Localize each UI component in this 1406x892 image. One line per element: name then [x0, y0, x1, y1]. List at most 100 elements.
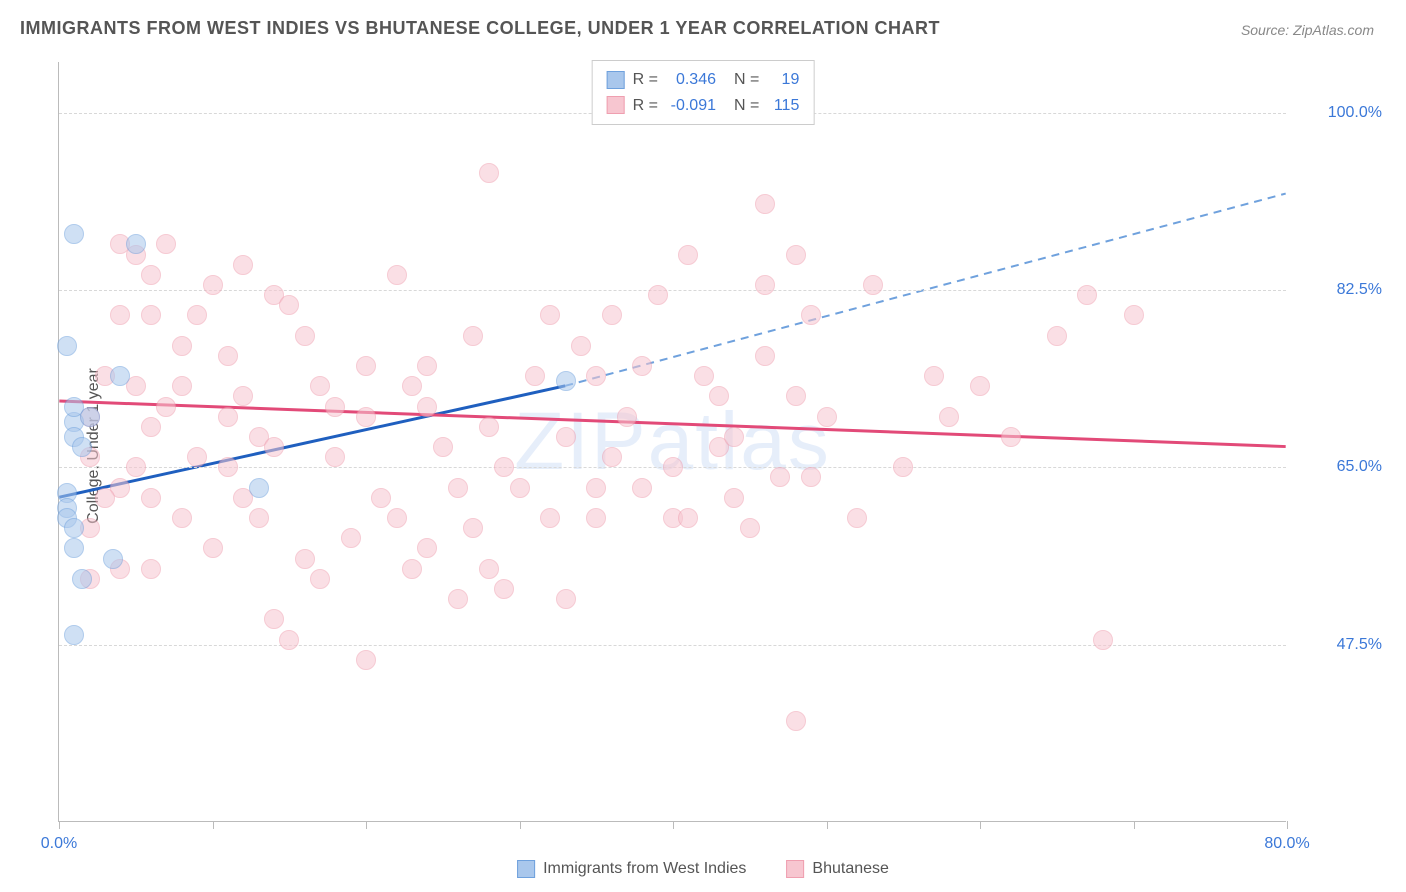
y-tick-label: 82.5% [1337, 281, 1382, 299]
scatter-point [356, 356, 376, 376]
scatter-point [801, 305, 821, 325]
scatter-point [463, 518, 483, 538]
scatter-point [402, 559, 422, 579]
stat-label-n: N = [734, 67, 759, 93]
legend-swatch [607, 96, 625, 114]
scatter-point [156, 234, 176, 254]
scatter-point [617, 407, 637, 427]
scatter-point [556, 371, 576, 391]
x-tick [366, 821, 367, 829]
y-tick-label: 100.0% [1328, 104, 1382, 122]
y-tick-label: 65.0% [1337, 458, 1382, 476]
x-tick [673, 821, 674, 829]
scatter-point [279, 295, 299, 315]
legend-swatch [786, 860, 804, 878]
scatter-point [187, 447, 207, 467]
scatter-point [356, 650, 376, 670]
scatter-point [218, 407, 238, 427]
scatter-point [556, 427, 576, 447]
scatter-point [494, 457, 514, 477]
scatter-point [479, 163, 499, 183]
trend-line-solid [59, 386, 565, 497]
scatter-point [295, 326, 315, 346]
scatter-point [801, 467, 821, 487]
scatter-point [448, 478, 468, 498]
scatter-point [110, 305, 130, 325]
scatter-point [1001, 427, 1021, 447]
scatter-point [556, 589, 576, 609]
scatter-point [893, 457, 913, 477]
scatter-point [72, 437, 92, 457]
scatter-point [249, 478, 269, 498]
scatter-point [417, 397, 437, 417]
stat-label-n: N = [734, 93, 759, 119]
scatter-point [172, 336, 192, 356]
scatter-point [602, 305, 622, 325]
stat-label-r: R = [633, 67, 658, 93]
scatter-point [924, 366, 944, 386]
scatter-point [218, 346, 238, 366]
scatter-point [310, 569, 330, 589]
scatter-point [463, 326, 483, 346]
scatter-point [341, 528, 361, 548]
scatter-point [141, 488, 161, 508]
x-tick [59, 821, 60, 829]
y-tick-label: 47.5% [1337, 636, 1382, 654]
scatter-point [64, 397, 84, 417]
scatter-point [648, 285, 668, 305]
scatter-point [786, 386, 806, 406]
scatter-point [72, 569, 92, 589]
scatter-point [755, 194, 775, 214]
scatter-point [494, 579, 514, 599]
scatter-point [847, 508, 867, 528]
scatter-point [724, 427, 744, 447]
stat-value-r: -0.091 [666, 93, 716, 119]
legend-swatch [517, 860, 535, 878]
scatter-point [203, 538, 223, 558]
scatter-point [678, 245, 698, 265]
scatter-point [203, 275, 223, 295]
scatter-point [141, 559, 161, 579]
scatter-point [325, 447, 345, 467]
scatter-point [709, 386, 729, 406]
trend-line-solid [59, 401, 1285, 447]
legend-label: Bhutanese [812, 860, 889, 878]
legend-item: Immigrants from West Indies [517, 860, 746, 878]
scatter-point [1047, 326, 1067, 346]
scatter-point [64, 625, 84, 645]
x-tick-label: 0.0% [41, 835, 77, 853]
stat-value-r: 0.346 [666, 67, 716, 93]
scatter-point [187, 305, 207, 325]
scatter-point [417, 356, 437, 376]
scatter-point [586, 508, 606, 528]
scatter-point [402, 376, 422, 396]
scatter-point [141, 417, 161, 437]
scatter-point [632, 478, 652, 498]
scatter-point [540, 508, 560, 528]
scatter-point [525, 366, 545, 386]
scatter-point [479, 559, 499, 579]
scatter-point [172, 376, 192, 396]
scatter-point [64, 518, 84, 538]
scatter-point [95, 488, 115, 508]
scatter-point [755, 275, 775, 295]
chart-title: IMMIGRANTS FROM WEST INDIES VS BHUTANESE… [20, 18, 940, 39]
stat-value-n: 19 [767, 67, 799, 93]
gridline [59, 290, 1286, 291]
scatter-point [740, 518, 760, 538]
scatter-point [1077, 285, 1097, 305]
scatter-point [371, 488, 391, 508]
scatter-point [141, 305, 161, 325]
x-tick [213, 821, 214, 829]
x-tick [827, 821, 828, 829]
scatter-point [64, 538, 84, 558]
scatter-point [786, 711, 806, 731]
legend-item: Bhutanese [786, 860, 889, 878]
scatter-point [479, 417, 499, 437]
scatter-point [433, 437, 453, 457]
stat-value-n: 115 [767, 93, 799, 119]
x-tick-label: 80.0% [1264, 835, 1309, 853]
trend-lines-svg [59, 62, 1286, 821]
scatter-point [540, 305, 560, 325]
scatter-point [586, 478, 606, 498]
